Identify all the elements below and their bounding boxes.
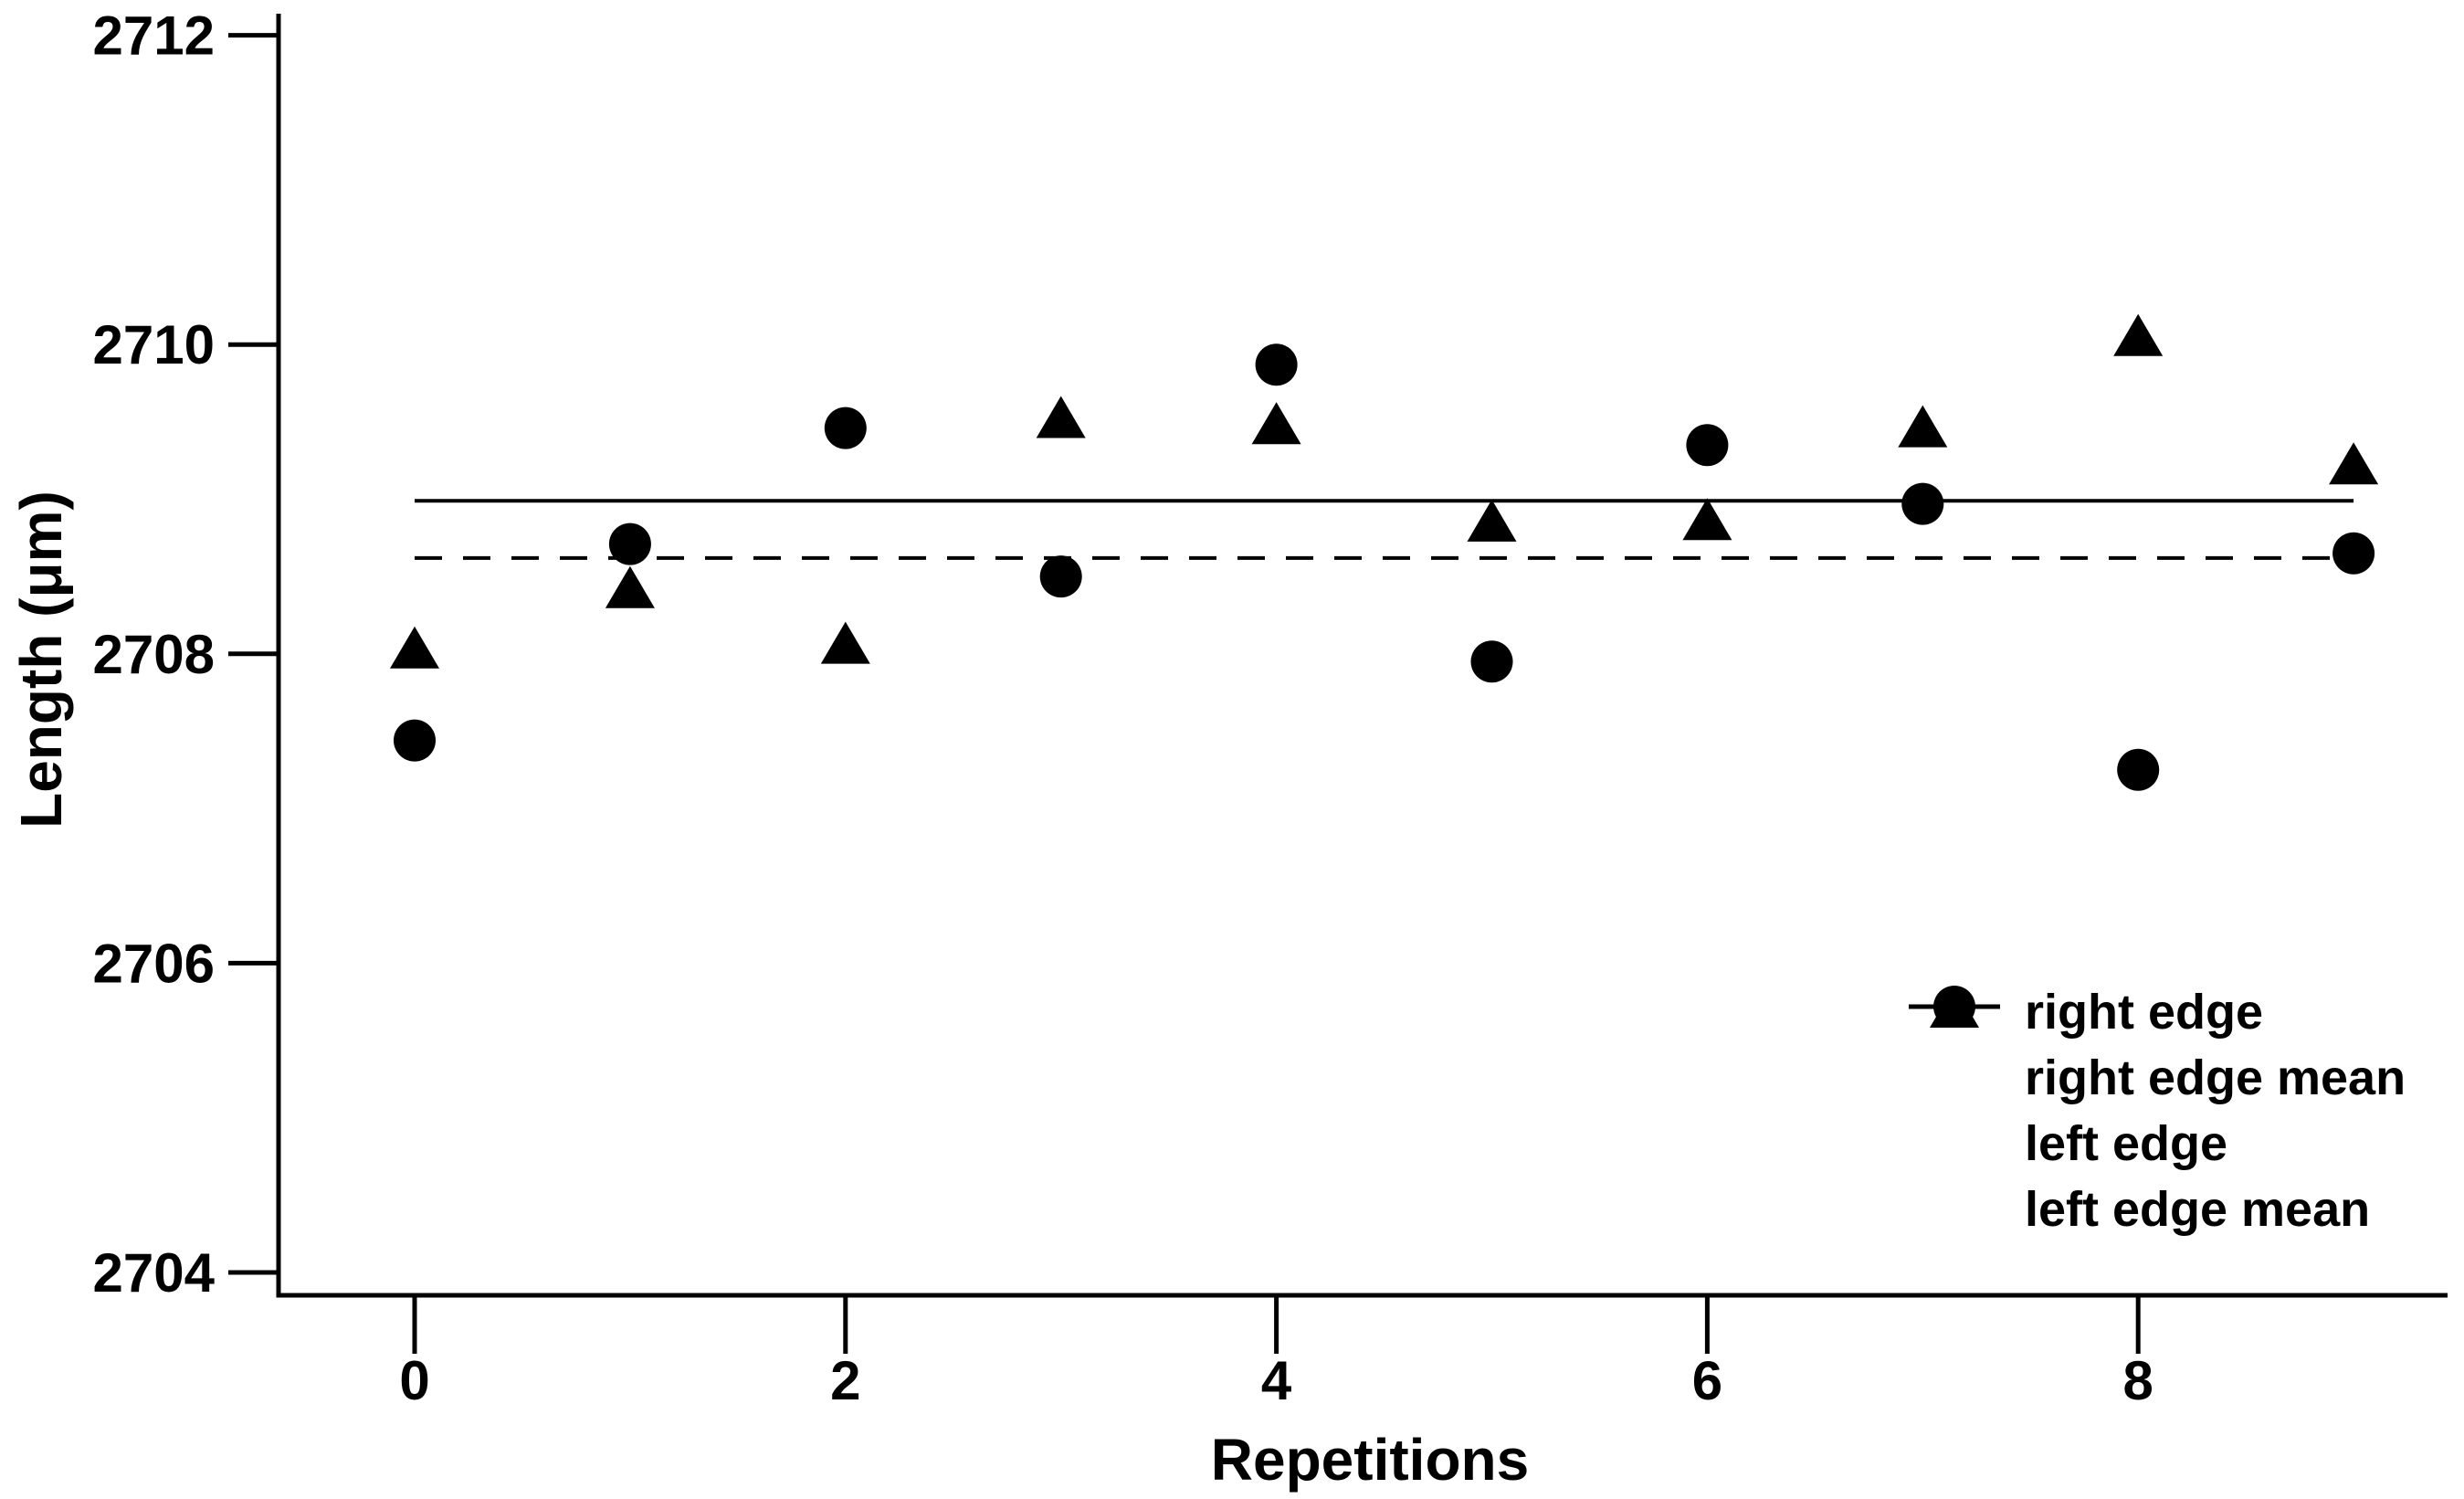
y-tick-label: 2706	[93, 933, 215, 994]
right-edge-point	[390, 626, 439, 669]
right-edge-point	[2329, 442, 2379, 485]
y-tick-label: 2710	[93, 314, 215, 375]
x-tick-label: 2	[830, 1350, 860, 1411]
right-edge-point	[1898, 405, 1948, 448]
left-edge-point	[1470, 640, 1513, 683]
x-axis-title: Repetitions	[1210, 1427, 1530, 1493]
y-tick-label: 2704	[93, 1242, 216, 1304]
legend-item-label: left edge	[2025, 1116, 2228, 1171]
legend-item-label: left edge mean	[2025, 1182, 2371, 1237]
x-tick-label: 4	[1261, 1350, 1292, 1411]
legend-item-label: right edge	[2025, 985, 2264, 1040]
left-edge-point	[1901, 482, 1944, 525]
right-edge-point	[1682, 498, 1732, 541]
legend-item: left edge	[1904, 986, 2406, 1177]
y-tick-label: 2708	[93, 624, 215, 685]
x-tick-label: 6	[1692, 1350, 1722, 1411]
right-edge-point	[2113, 313, 2164, 356]
right-edge-point	[820, 621, 870, 664]
y-tick-label: 2712	[93, 5, 215, 67]
left-edge-point	[2117, 748, 2160, 791]
right-edge-point	[605, 565, 655, 608]
left-edge-point	[2332, 532, 2375, 575]
legend-item: right edge mean	[1904, 1004, 2406, 1111]
legend-item: left edge mean	[1904, 1004, 2406, 1242]
x-tick-label: 8	[2123, 1350, 2153, 1411]
legend-item-label: right edge mean	[2025, 1050, 2406, 1105]
left-edge-point	[1686, 424, 1729, 467]
left-edge-point	[608, 523, 651, 565]
right-edge-point	[1036, 396, 1086, 438]
left-edge-point	[394, 719, 436, 762]
x-tick-label: 0	[399, 1350, 429, 1411]
legend: right edge right edge mean left edge left e…	[1904, 979, 2406, 1242]
right-edge-point	[1251, 402, 1301, 445]
left-edge-point	[824, 406, 867, 449]
right-edge-point	[1467, 499, 1517, 542]
left-edge-point	[1255, 343, 1298, 386]
left-edge-point	[1039, 555, 1082, 598]
y-axis-title: Length (μm)	[8, 491, 74, 829]
